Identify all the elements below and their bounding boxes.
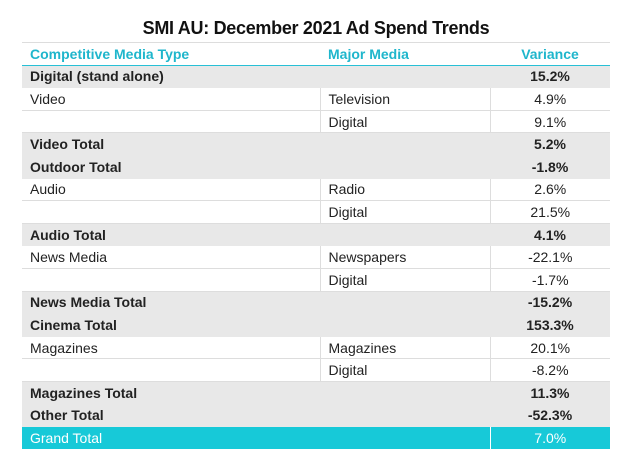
table-cell — [320, 381, 490, 405]
table-row: Audio Total 4.1% — [22, 223, 610, 247]
table-cell: 2.6% — [489, 178, 610, 202]
table-row: Digital -1.7% — [22, 268, 610, 292]
table-cell — [320, 132, 490, 156]
table-cell: 9.1% — [489, 110, 610, 134]
table-row: Digital 21.5% — [22, 200, 610, 224]
table-cell: News Media — [22, 245, 320, 269]
spend-table: Competitive Media Type Major Media Varianc… — [22, 42, 610, 450]
table-cell: Magazines — [22, 336, 320, 360]
table-row: Magazines Total 11.3% — [22, 381, 610, 405]
table-cell: News Media Total — [22, 291, 320, 315]
table-cell: 4.1% — [490, 223, 610, 247]
table-cell: -22.1% — [489, 245, 610, 269]
table-row: Digital 9.1% — [22, 110, 610, 134]
table-cell: Cinema Total — [22, 313, 320, 337]
table-cell: Digital (stand alone) — [22, 65, 320, 89]
table-cell: 11.3% — [490, 381, 610, 405]
table-cell — [320, 426, 490, 450]
table-row: Audio Radio 2.6% — [22, 178, 610, 202]
table-cell — [22, 200, 320, 224]
table-cell — [22, 110, 320, 134]
table-cell — [22, 358, 320, 382]
table-cell: Audio — [22, 178, 320, 202]
table-cell: Television — [319, 87, 490, 111]
table-cell: 15.2% — [490, 65, 610, 89]
table-cell: -15.2% — [490, 291, 610, 315]
table-cell: Outdoor Total — [22, 155, 320, 179]
table-cell: 7.0% — [489, 426, 610, 450]
table-cell: Video — [22, 87, 320, 111]
table-cell: 20.1% — [489, 336, 610, 360]
table-cell — [320, 291, 490, 315]
table-cell: Digital — [319, 358, 490, 382]
table-cell: -52.3% — [490, 404, 610, 428]
table-cell: 5.2% — [490, 132, 610, 156]
table-row: Grand Total 7.0% — [22, 426, 610, 450]
table-cell: Video Total — [22, 132, 320, 156]
table-row: Magazines Magazines 20.1% — [22, 336, 610, 360]
column-header: Variance — [490, 42, 610, 66]
table-cell: 4.9% — [489, 87, 610, 111]
table-cell: -1.7% — [489, 268, 610, 292]
table-row: News Media Total -15.2% — [22, 291, 610, 315]
table-cell — [320, 313, 490, 337]
table-cell — [320, 155, 490, 179]
header-row: Competitive Media Type Major Media Varianc… — [22, 42, 610, 66]
table-cell — [22, 268, 320, 292]
table-cell: Magazines Total — [22, 381, 320, 405]
table-row: Cinema Total 153.3% — [22, 313, 610, 337]
table-cell: 21.5% — [489, 200, 610, 224]
table-cell: -8.2% — [489, 358, 610, 382]
table-row: Video Total 5.2% — [22, 132, 610, 156]
table-cell: Other Total — [22, 404, 320, 428]
report: SMI AU: December 2021 Ad Spend Trends Co… — [22, 14, 610, 450]
column-header: Competitive Media Type — [22, 42, 320, 66]
table-row: News Media Newspapers -22.1% — [22, 245, 610, 269]
table-cell: Radio — [319, 178, 490, 202]
table-cell — [320, 404, 490, 428]
table-row: Other Total -52.3% — [22, 404, 610, 428]
table-row: Digital (stand alone) 15.2% — [22, 65, 610, 89]
table-cell: Audio Total — [22, 223, 320, 247]
table-cell: Newspapers — [319, 245, 490, 269]
table-cell — [320, 223, 490, 247]
table-cell: Digital — [319, 268, 490, 292]
table-cell: Digital — [319, 110, 490, 134]
table-row: Video Television 4.9% — [22, 87, 610, 111]
table-cell: 153.3% — [490, 313, 610, 337]
table-cell — [320, 65, 490, 89]
table-row: Digital -8.2% — [22, 358, 610, 382]
table-cell: -1.8% — [490, 155, 610, 179]
table-row: Outdoor Total -1.8% — [22, 155, 610, 179]
column-header: Major Media — [320, 42, 490, 66]
table-cell: Digital — [319, 200, 490, 224]
table-cell: Grand Total — [22, 426, 320, 450]
table-cell: Magazines — [319, 336, 490, 360]
table-title: SMI AU: December 2021 Ad Spend Trends — [142, 18, 490, 38]
